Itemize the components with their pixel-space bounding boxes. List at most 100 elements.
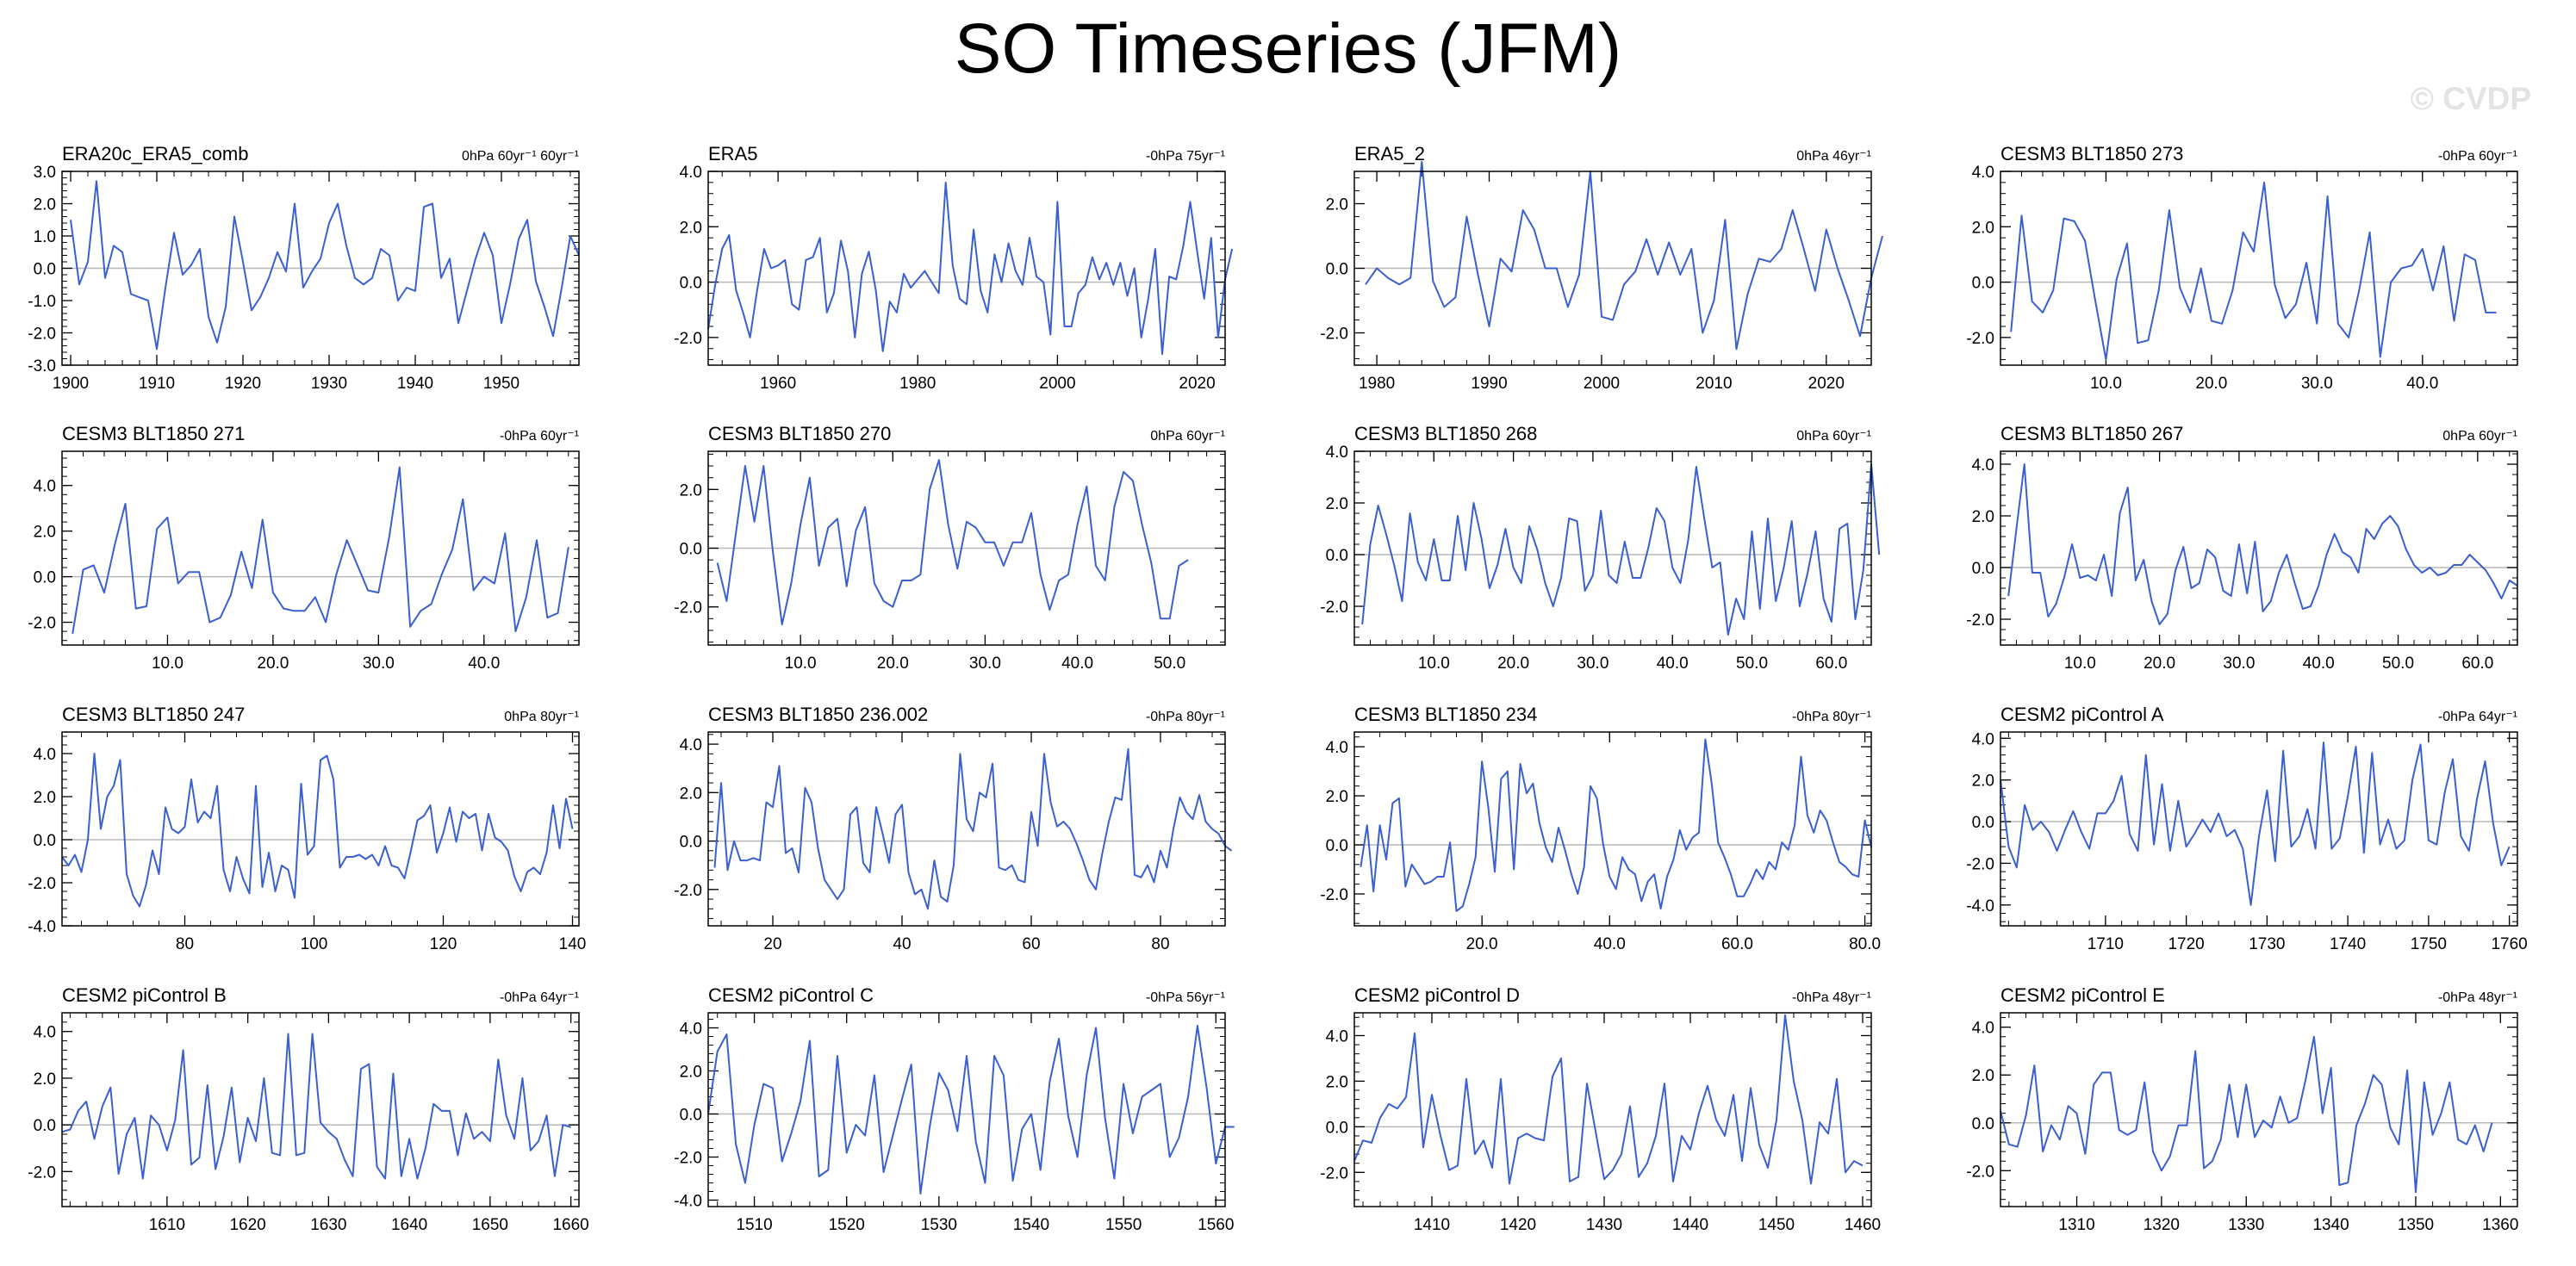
y-tick-label: 2.0 [1326, 788, 1348, 806]
panel-subtitle: -0hPa 64yr⁻¹ [2438, 710, 2517, 724]
x-tick-label: 1720 [2168, 935, 2204, 953]
x-tick-label: 1310 [2058, 1216, 2094, 1234]
series-line [2010, 181, 2497, 361]
x-tick-label: 1660 [552, 1216, 588, 1234]
chart-panel: CESM3 BLT1850 247 0hPa 80yr⁻¹ 80 100 120 140 -… [28, 704, 586, 953]
x-tick-label: 1990 [1471, 375, 1507, 393]
panel-title: ERA20c_ERA5_comb [62, 143, 248, 164]
x-tick-label: 40.0 [1657, 655, 1689, 673]
y-tick-label: 0.0 [1326, 1119, 1348, 1137]
plot-frame [2000, 1012, 2518, 1207]
y-tick-label: 0.0 [34, 832, 56, 850]
plot-frame [1353, 731, 1872, 927]
x-tick-label: 50.0 [1154, 655, 1185, 673]
x-tick-label: 1900 [53, 375, 89, 393]
series-line [61, 1033, 571, 1180]
y-tick-label: 0.0 [1972, 814, 1994, 832]
x-tick-label: 1340 [2312, 1216, 2349, 1234]
x-tick-label: 10.0 [2064, 655, 2096, 673]
panel-subtitle: -0hPa 75yr⁻¹ [1146, 149, 1225, 164]
y-tick-label: -2.0 [1320, 1164, 1348, 1182]
y-tick-label: -2.0 [1320, 599, 1348, 617]
x-tick-label: 60.0 [2461, 655, 2493, 673]
plot-frame [1353, 450, 1872, 646]
x-tick-label: 50.0 [1736, 655, 1768, 673]
panel-title: CESM2 piControl A [2000, 704, 2164, 725]
x-tick-label: 1640 [391, 1216, 427, 1234]
y-tick-label: 0.0 [1326, 261, 1348, 279]
series-line [713, 748, 1233, 910]
y-tick-label: 2.0 [1326, 196, 1348, 214]
x-tick-label: 60.0 [1721, 935, 1753, 953]
panel-title: CESM3 BLT1850 273 [2000, 143, 2183, 164]
panel-subtitle: -0hPa 48yr⁻¹ [1792, 990, 1871, 1005]
x-tick-label: 30.0 [2223, 655, 2255, 673]
chart-panel: CESM2 piControl B -0hPa 64yr⁻¹ 1610 1620 163… [28, 984, 589, 1234]
x-tick-label: 20.0 [877, 655, 909, 673]
y-tick-label: 4.0 [1972, 164, 1994, 182]
plot-frame [1353, 1012, 1872, 1207]
series-line [707, 1025, 1235, 1195]
chart-panel: CESM2 piControl A -0hPa 64yr⁻¹ 1710 1720 173… [1966, 704, 2528, 953]
x-tick-label: 140 [559, 935, 587, 953]
x-tick-label: 60 [1022, 935, 1040, 953]
y-tick-label: -2.0 [1320, 886, 1348, 904]
x-tick-label: 1410 [1414, 1216, 1450, 1234]
x-tick-label: 1920 [225, 375, 261, 393]
panel-title: CESM3 BLT1850 268 [1354, 423, 1537, 444]
series-line [716, 459, 1189, 626]
x-tick-label: 40.0 [1594, 935, 1626, 953]
series-line [70, 180, 580, 351]
x-tick-label: 1760 [2491, 935, 2527, 953]
y-tick-label: -4.0 [674, 1193, 702, 1211]
x-tick-label: 1550 [1105, 1216, 1142, 1234]
plot-frame [707, 731, 1226, 927]
x-tick-label: 120 [430, 935, 457, 953]
chart-panel: CESM3 BLT1850 267 0hPa 60yr⁻¹ 10.0 20.0 30.0… [1966, 423, 2518, 673]
y-tick-label: 4.0 [1326, 1027, 1348, 1046]
y-tick-label: 2.0 [680, 481, 702, 500]
panel-title: CESM3 BLT1850 270 [708, 423, 891, 444]
y-tick-label: -2.0 [674, 330, 702, 348]
x-tick-label: 20.0 [1497, 655, 1529, 673]
x-tick-label: 30.0 [2301, 375, 2333, 393]
y-tick-label: 0.0 [1972, 275, 1994, 293]
x-tick-label: 2000 [1584, 375, 1620, 393]
panel-subtitle: 0hPa 60yr⁻¹ [1796, 429, 1871, 444]
x-tick-label: 20.0 [2195, 375, 2227, 393]
plot-frame [2000, 171, 2518, 366]
y-tick-label: 4.0 [1326, 444, 1348, 462]
plot-frame [61, 450, 580, 646]
y-tick-label: -4.0 [28, 918, 56, 936]
x-tick-label: 20.0 [2144, 655, 2175, 673]
x-tick-label: 2010 [1696, 375, 1732, 393]
chart-panel: CESM3 BLT1850 273 -0hPa 60yr⁻¹ 10.0 20.0 30.… [1966, 143, 2518, 393]
chart-panel: CESM2 piControl E -0hPa 48yr⁻¹ 1310 1320 133… [1966, 984, 2518, 1234]
panel-title: CESM2 piControl C [708, 984, 874, 1006]
x-tick-label: 1450 [1758, 1216, 1795, 1234]
panel-subtitle: -0hPa 64yr⁻¹ [500, 990, 579, 1005]
plot-frame [61, 1012, 580, 1207]
x-tick-label: 1520 [829, 1216, 865, 1234]
y-tick-label: 0.0 [34, 261, 56, 279]
chart-panel: CESM3 BLT1850 234 -0hPa 80yr⁻¹ 20.0 40.0 60.… [1320, 704, 1881, 953]
y-tick-label: 2.0 [34, 524, 56, 542]
y-tick-label: 2.0 [1972, 219, 1994, 237]
y-tick-label: -2.0 [674, 882, 702, 900]
chart-panel: ERA20c_ERA5_comb 0hPa 60yr⁻¹ 60yr⁻¹ 1900 19… [28, 143, 580, 393]
panel-title: CESM2 piControl D [1354, 984, 1520, 1006]
series-line [707, 181, 1234, 356]
y-tick-label: 2.0 [1972, 508, 1994, 526]
series-line [1361, 463, 1881, 636]
series-line [1353, 1014, 1864, 1185]
panel-title: CESM2 piControl B [62, 984, 227, 1006]
x-tick-label: 1460 [1845, 1216, 1881, 1234]
x-tick-label: 1910 [139, 375, 175, 393]
y-tick-label: -1.0 [28, 293, 56, 311]
panel-subtitle: -0hPa 80yr⁻¹ [1146, 710, 1225, 724]
x-tick-label: 80 [1151, 935, 1169, 953]
y-tick-label: 2.0 [34, 196, 56, 214]
plot-frame [707, 171, 1226, 366]
panel-subtitle: -0hPa 56yr⁻¹ [1146, 990, 1225, 1005]
